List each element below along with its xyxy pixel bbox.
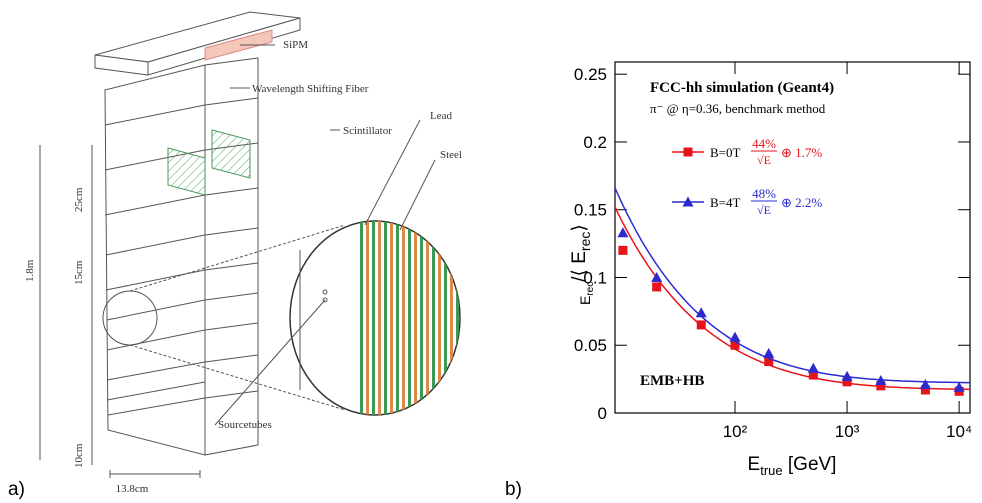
legend-marker [682, 196, 694, 207]
y-tick-label: 0.1 [583, 268, 607, 287]
fit-curve [614, 187, 970, 384]
data-point [919, 379, 931, 390]
legend-fit-constant: ⊕ 1.7% [781, 145, 822, 160]
legend-name: B=4T [710, 195, 741, 210]
y-label-part: rec [585, 282, 596, 296]
panel-label: a) [8, 479, 25, 500]
label-lead: Lead [430, 110, 452, 122]
data-point [842, 377, 852, 387]
chart: 0 0.05 0.1 0.15 0.2 0.25 10² 10³ 10⁴ Etrue [GeV] σ… [569, 61, 972, 478]
label-10cm: 10cm [73, 443, 85, 468]
data-point [841, 370, 853, 381]
data-point [875, 374, 887, 385]
x-axis-label: Etrue [GeV] [748, 454, 837, 478]
y-tick-label: 0.15 [574, 201, 607, 220]
data-point [618, 245, 628, 255]
label-fiber: Wavelength Shifting Fiber [252, 83, 369, 95]
data-point [695, 307, 707, 318]
x-tick-label: 10² [723, 422, 748, 441]
y-label-part: /⟨ E [569, 251, 590, 282]
data-point [696, 320, 706, 330]
data-point [807, 362, 819, 373]
detector-diagram [39, 11, 461, 478]
y-label-part: E [577, 296, 593, 305]
x-label-sub: true [760, 463, 782, 478]
data-point [876, 381, 886, 391]
x-tick-label: 10³ [835, 422, 860, 441]
x-label-main: E [748, 454, 761, 475]
label-15cm: 15cm [73, 260, 85, 285]
chart-title: FCC-hh simulation (Geant4) [650, 80, 834, 96]
legend-fit-numerator: 44% [752, 136, 776, 151]
data-point [652, 282, 662, 292]
data-point [730, 340, 740, 350]
label-scintillator: Scintillator [343, 125, 392, 137]
label-sipm: SiPM [283, 39, 308, 51]
y-tick-label: 0.05 [574, 336, 607, 355]
label-sourcetubes: Sourcetubes [218, 419, 272, 431]
label-width: 13.8cm [116, 483, 149, 495]
panel-label: b) [505, 479, 522, 500]
y-label-part: rec [577, 232, 593, 251]
y-tick-label: 0 [598, 404, 607, 423]
label-steel: Steel [440, 149, 462, 161]
y-axis-label: σErec/⟨ Erec⟩ [569, 224, 596, 305]
data-point [920, 385, 930, 395]
data-point [764, 357, 774, 367]
y-label-part: ⟩ [569, 224, 590, 231]
legend-fit-numerator: 48% [752, 186, 776, 201]
legend-name: B=0T [710, 145, 741, 160]
data-point [808, 370, 818, 380]
legend-fit-constant: ⊕ 2.2% [781, 195, 822, 210]
label-height: 1.8m [24, 259, 36, 282]
x-tick-label: 10⁴ [946, 422, 972, 441]
data-point [617, 227, 629, 238]
plot-frame [614, 61, 971, 414]
data-point [651, 271, 663, 282]
fit-curve [614, 206, 971, 391]
x-label-unit: [GeV] [783, 454, 837, 475]
data-point [763, 347, 775, 358]
y-tick-label: 0.25 [574, 65, 607, 84]
label-25cm: 25cm [73, 187, 85, 212]
y-tick-label: 0.2 [583, 133, 607, 152]
data-point [953, 381, 965, 392]
legend-marker [683, 147, 693, 157]
legend-fit-denominator: √E [757, 203, 771, 217]
legend-fit-denominator: √E [757, 153, 771, 167]
data-point [729, 331, 741, 342]
subtitle: π⁻ @ η=0.36, benchmark method [650, 101, 826, 116]
annotation: EMB+HB [640, 373, 704, 389]
